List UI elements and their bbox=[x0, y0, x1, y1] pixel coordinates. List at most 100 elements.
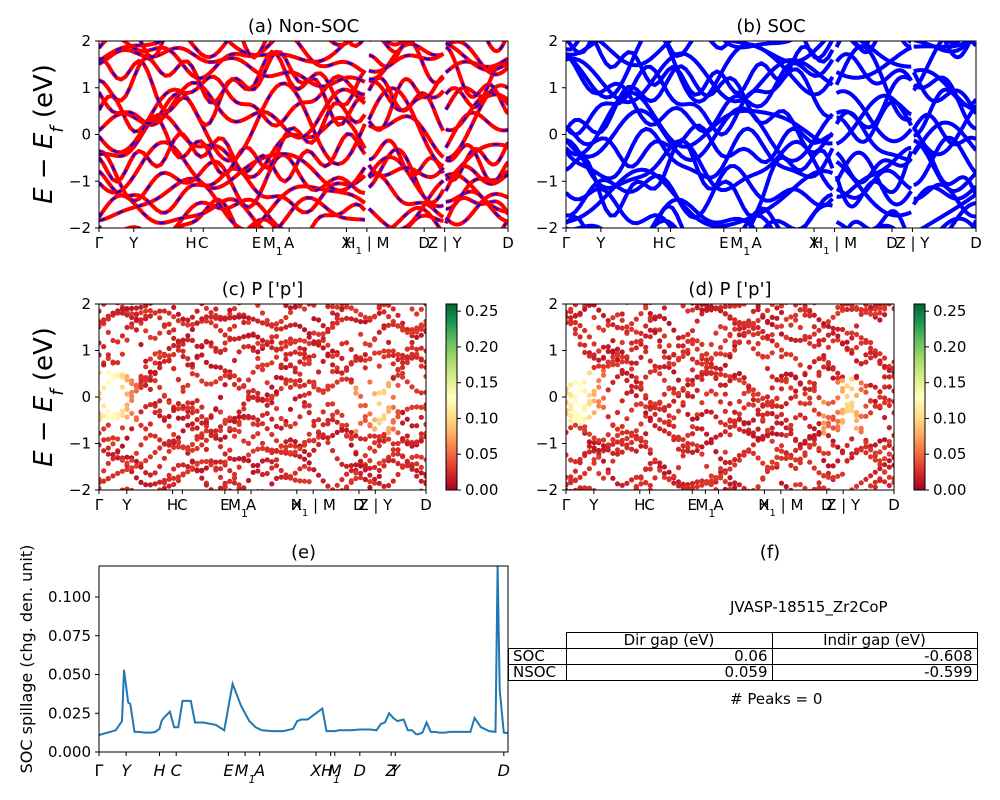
band-point bbox=[409, 384, 415, 390]
band-point bbox=[811, 324, 817, 330]
band-point bbox=[143, 294, 148, 299]
band-point bbox=[722, 391, 728, 397]
band-point bbox=[400, 327, 406, 333]
band-point bbox=[760, 271, 765, 276]
band-point bbox=[849, 330, 855, 336]
band-point bbox=[793, 312, 799, 318]
band-line-nsoc bbox=[369, 21, 444, 34]
x-tick-label: H bbox=[634, 496, 645, 514]
x-tick-label: X bbox=[341, 234, 351, 252]
band-point bbox=[278, 346, 284, 352]
band-point bbox=[858, 335, 864, 341]
band-point bbox=[209, 494, 214, 499]
band-point bbox=[873, 270, 878, 275]
band-point bbox=[237, 260, 242, 265]
band-point bbox=[620, 282, 625, 287]
band-point bbox=[722, 459, 728, 466]
band-point bbox=[381, 458, 387, 464]
band-point bbox=[400, 436, 406, 442]
band-point bbox=[816, 273, 821, 278]
x-tick-label: E bbox=[220, 496, 229, 514]
band-point bbox=[638, 330, 644, 336]
band-point bbox=[96, 280, 101, 285]
band-point bbox=[278, 340, 284, 346]
band-point bbox=[405, 283, 410, 288]
band-point bbox=[227, 335, 233, 341]
band-point bbox=[652, 404, 658, 410]
band-line-soc bbox=[911, 104, 976, 157]
band-point bbox=[279, 521, 284, 526]
band-point bbox=[582, 257, 587, 262]
band-point bbox=[157, 491, 162, 496]
band-point bbox=[868, 263, 873, 268]
band-point bbox=[882, 395, 888, 401]
band-point bbox=[264, 447, 270, 453]
band-point bbox=[110, 282, 115, 287]
band-point bbox=[708, 356, 714, 362]
band-point bbox=[741, 405, 747, 411]
band-point bbox=[203, 437, 209, 443]
band-point bbox=[217, 394, 224, 400]
band-point bbox=[236, 385, 242, 391]
band-point bbox=[647, 334, 653, 340]
band-point bbox=[119, 372, 125, 378]
band-point bbox=[750, 392, 757, 398]
band-point bbox=[133, 382, 139, 388]
band-line-soc bbox=[566, 167, 834, 228]
band-point bbox=[306, 379, 312, 385]
band-point bbox=[774, 253, 779, 258]
band-point bbox=[566, 452, 569, 458]
band-point bbox=[199, 504, 204, 509]
band-point bbox=[858, 480, 864, 486]
band-point bbox=[596, 403, 602, 409]
material-label: JVASP-18515_Zr2CoP bbox=[730, 598, 888, 616]
band-point bbox=[418, 326, 424, 332]
band-point bbox=[245, 452, 252, 458]
colorbar-tick-label: 0.15 bbox=[933, 374, 966, 392]
band-point bbox=[680, 304, 686, 306]
band-point bbox=[605, 359, 611, 365]
band-point bbox=[390, 306, 396, 312]
band-point bbox=[629, 360, 635, 366]
band-point bbox=[661, 405, 668, 412]
band-point bbox=[320, 478, 326, 484]
band-point bbox=[882, 479, 888, 485]
band-point bbox=[634, 290, 639, 295]
band-point bbox=[741, 330, 747, 336]
band-point bbox=[180, 337, 186, 343]
band-point bbox=[811, 312, 817, 318]
band-line-soc-dashed bbox=[367, 87, 444, 168]
band-point bbox=[395, 471, 401, 478]
band-line-soc-dashed bbox=[445, 173, 508, 213]
band-point bbox=[634, 263, 639, 268]
band-point bbox=[577, 334, 583, 340]
band-point bbox=[209, 259, 214, 264]
band-point bbox=[600, 327, 607, 333]
band-line-soc-dashed bbox=[446, 0, 508, 14]
band-point bbox=[213, 364, 219, 370]
band-point bbox=[245, 440, 252, 446]
band-line-soc-dashed bbox=[486, 41, 506, 53]
band-point bbox=[788, 296, 793, 301]
band-point bbox=[101, 277, 106, 282]
band-point bbox=[386, 383, 392, 389]
band-point bbox=[600, 443, 607, 449]
band-point bbox=[391, 518, 396, 523]
band-point bbox=[572, 477, 579, 484]
y-tick-label: −2 bbox=[69, 481, 91, 499]
band-point bbox=[367, 433, 373, 439]
band-point bbox=[774, 403, 780, 409]
band-point bbox=[362, 453, 368, 459]
band-point bbox=[166, 472, 172, 478]
band-point bbox=[586, 334, 593, 340]
band-point bbox=[301, 463, 308, 469]
band-point bbox=[587, 291, 592, 296]
band-point bbox=[316, 369, 322, 375]
band-point bbox=[376, 417, 382, 423]
band-point bbox=[886, 442, 892, 448]
band-point bbox=[802, 415, 808, 421]
band-point bbox=[260, 271, 265, 276]
band-point bbox=[872, 398, 878, 404]
band-point bbox=[704, 431, 710, 437]
band-point bbox=[695, 515, 700, 520]
